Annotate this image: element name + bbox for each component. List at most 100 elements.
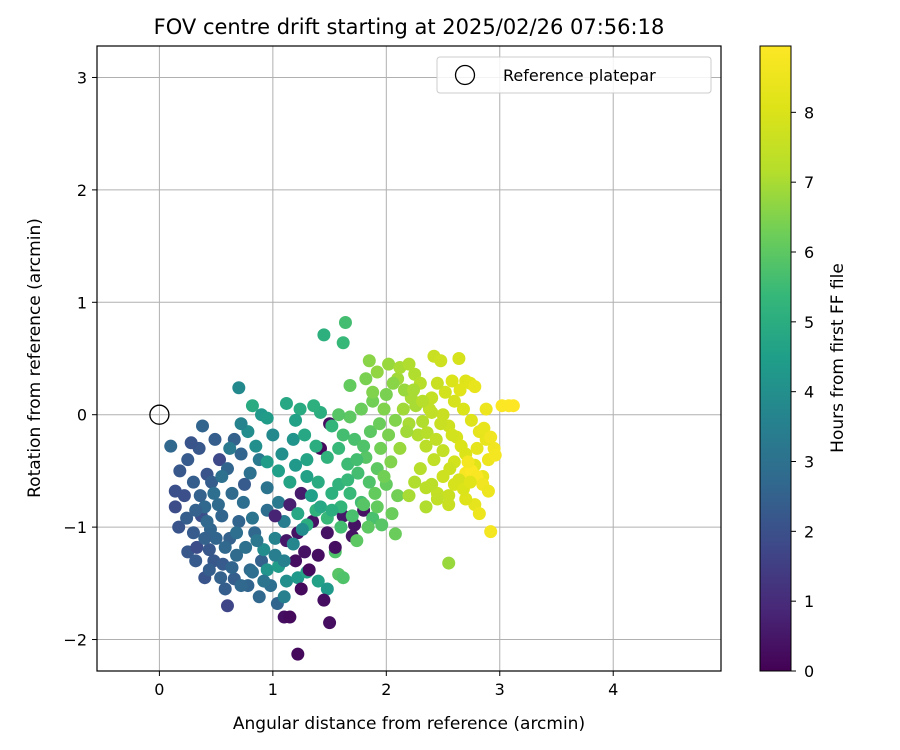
data-point (209, 531, 223, 545)
data-point (189, 503, 203, 517)
data-point (434, 354, 448, 368)
data-point (252, 590, 266, 604)
data-point (343, 486, 357, 500)
data-point (397, 383, 411, 397)
data-point (325, 419, 339, 433)
y-tick-label: 2 (77, 181, 87, 200)
data-point (245, 511, 259, 525)
data-point (443, 462, 457, 476)
data-point (230, 548, 244, 562)
data-point (193, 489, 207, 503)
data-point (336, 571, 350, 585)
data-point (225, 561, 239, 575)
data-point (190, 540, 204, 554)
reference-marker (149, 404, 170, 425)
data-point (272, 464, 286, 478)
data-point (377, 402, 391, 416)
data-point (172, 520, 186, 534)
data-point (291, 507, 305, 521)
x-tick-label: 0 (154, 680, 164, 699)
data-point (350, 534, 364, 548)
data-point (377, 470, 391, 484)
scatter-points (164, 316, 520, 661)
data-point (257, 574, 271, 588)
data-point (293, 402, 307, 416)
data-point (234, 447, 248, 461)
data-point (320, 582, 334, 596)
data-point (218, 582, 232, 596)
data-point (386, 376, 400, 390)
data-point (328, 540, 342, 554)
data-point (249, 439, 263, 453)
data-point (213, 453, 227, 467)
data-point (223, 441, 237, 455)
data-point (419, 439, 433, 453)
data-point (202, 543, 216, 557)
x-axis-ticks: 0 1 2 3 4 (154, 671, 618, 699)
data-point (289, 413, 303, 427)
legend-marker-icon (454, 64, 476, 86)
data-point (348, 432, 362, 446)
data-point (234, 579, 248, 593)
data-point (320, 450, 334, 464)
data-point (373, 417, 387, 431)
data-point (393, 441, 407, 455)
data-point (506, 399, 520, 413)
data-point (268, 509, 282, 523)
x-tick-label: 1 (268, 680, 278, 699)
y-axis-label: Rotation from reference (arcmin) (25, 218, 45, 498)
data-point (218, 540, 232, 554)
data-point (336, 336, 350, 350)
data-point (479, 402, 493, 416)
data-point (468, 380, 482, 394)
data-point (430, 376, 444, 390)
data-point (320, 526, 334, 540)
colorbar-tick-label: 3 (804, 453, 814, 472)
data-point (345, 509, 359, 523)
data-point (350, 453, 364, 467)
data-point (302, 563, 316, 577)
colorbar-tick-label: 6 (804, 243, 814, 262)
colorbar-tick-label: 0 (804, 662, 814, 681)
data-point (338, 316, 352, 330)
data-point (239, 540, 253, 554)
plot-frame (96, 45, 722, 672)
data-point (243, 466, 257, 480)
data-point (459, 492, 473, 506)
data-point (419, 500, 433, 514)
colorbar-tick-label: 5 (804, 313, 814, 332)
data-point (164, 439, 178, 453)
data-point (425, 477, 439, 491)
data-point (442, 489, 456, 503)
data-point (447, 394, 461, 408)
data-point (332, 408, 346, 422)
data-point (311, 548, 325, 562)
data-point (374, 441, 388, 455)
data-point (407, 383, 421, 397)
colorbar-tick-label: 4 (804, 383, 814, 402)
data-point (289, 554, 303, 568)
data-point (375, 518, 389, 532)
data-point (436, 444, 450, 458)
data-point (416, 414, 430, 428)
colorbar-tick-label: 7 (804, 173, 814, 192)
data-point (232, 514, 246, 528)
data-point (343, 378, 357, 392)
data-point (298, 545, 312, 559)
data-point (291, 647, 305, 661)
y-tick-label: −1 (63, 518, 87, 537)
data-point (420, 426, 434, 440)
data-point (357, 439, 371, 453)
data-point (215, 470, 229, 484)
data-point (408, 475, 422, 489)
colorbar-tick-label: 1 (804, 592, 814, 611)
data-point (430, 492, 444, 506)
data-point (173, 464, 187, 478)
data-point (370, 365, 384, 379)
data-point (205, 475, 219, 489)
data-point (382, 357, 396, 371)
y-tick-label: −2 (63, 631, 87, 650)
data-point (275, 447, 289, 461)
data-point (325, 503, 339, 517)
data-point (168, 484, 182, 498)
